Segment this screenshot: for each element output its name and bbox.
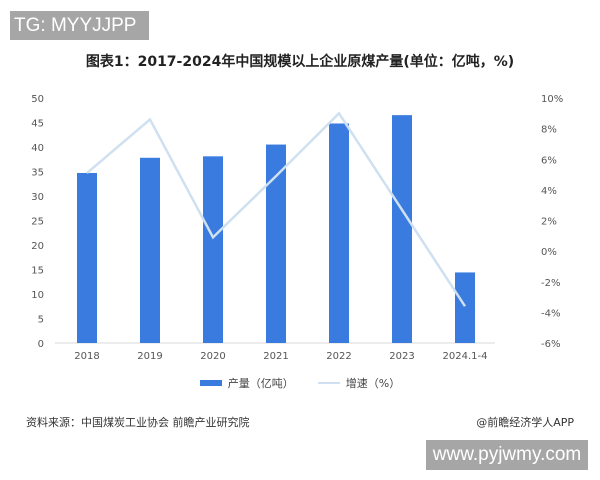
x-tick-label: 2020 bbox=[200, 351, 225, 362]
x-tick-label: 2018 bbox=[74, 351, 99, 362]
y-left-tick-label: 30 bbox=[31, 192, 44, 203]
y-right-tick-label: 4% bbox=[541, 186, 557, 197]
bar bbox=[203, 156, 223, 343]
bar bbox=[140, 157, 160, 343]
x-tick-label: 2022 bbox=[326, 351, 351, 362]
y-right-tick-label: 6% bbox=[541, 155, 557, 166]
x-tick-label: 2024.1-4 bbox=[443, 351, 488, 362]
y-left-tick-label: 35 bbox=[31, 168, 44, 179]
watermark-bottom: www.pyjwmy.com bbox=[426, 440, 588, 470]
y-right-tick-label: -4% bbox=[541, 308, 560, 319]
y-left-tick-label: 10 bbox=[31, 290, 44, 301]
y-right-tick-label: -2% bbox=[541, 278, 560, 289]
y-right-tick-label: 8% bbox=[541, 125, 557, 136]
y-left-tick-label: 20 bbox=[31, 241, 44, 252]
bar bbox=[266, 144, 286, 343]
x-tick-label: 2019 bbox=[137, 351, 162, 362]
y-left-tick-label: 15 bbox=[31, 266, 44, 277]
y-left-tick-label: 0 bbox=[38, 339, 44, 350]
legend-bar-swatch bbox=[199, 380, 222, 386]
bar bbox=[392, 115, 412, 344]
y-right-tick-label: 0% bbox=[541, 247, 557, 258]
legend-line-swatch bbox=[317, 382, 340, 384]
bar bbox=[455, 272, 475, 343]
y-left-tick-label: 45 bbox=[31, 119, 44, 130]
watermark-top: TG: MYYJJPP bbox=[10, 11, 149, 40]
y-left-tick-label: 5 bbox=[38, 315, 44, 326]
chart-title: 图表1：2017-2024年中国规模以上企业原煤产量(单位：亿吨，%) bbox=[85, 54, 515, 70]
legend: 产量（亿吨） 增速（%） bbox=[0, 375, 600, 391]
y-right-tick-label: -6% bbox=[541, 339, 560, 350]
source-note: 资料来源：中国煤炭工业协会 前瞻产业研究院 bbox=[26, 416, 250, 429]
y-left-tick-label: 50 bbox=[31, 94, 44, 105]
x-tick-label: 2021 bbox=[263, 351, 288, 362]
x-tick-label: 2023 bbox=[389, 351, 414, 362]
y-left-tick-label: 40 bbox=[31, 143, 44, 154]
y-left-tick-label: 25 bbox=[31, 217, 44, 228]
brand-credit: @前瞻经济学人APP bbox=[476, 416, 574, 429]
bar bbox=[329, 123, 349, 343]
y-right-tick-label: 2% bbox=[541, 217, 557, 228]
bar bbox=[77, 172, 97, 343]
legend-bar-label: 产量（亿吨） bbox=[227, 377, 294, 390]
y-right-tick-label: 10% bbox=[541, 94, 563, 105]
legend-line-label: 增速（%） bbox=[345, 377, 401, 390]
